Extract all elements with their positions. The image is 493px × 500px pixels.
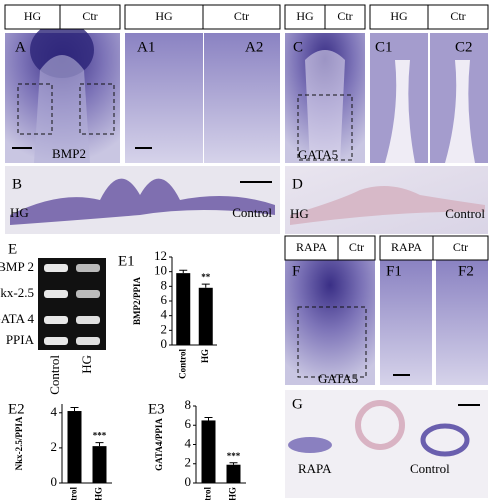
- header-right: Ctr: [337, 9, 352, 23]
- annotation: Control: [410, 461, 450, 476]
- micrographs: [5, 22, 488, 498]
- annotation: HG: [290, 206, 309, 221]
- panel-label: A2: [245, 39, 263, 55]
- significance: ***: [93, 431, 107, 441]
- bar: [176, 273, 191, 345]
- y-tick-label: 2: [185, 455, 192, 470]
- header-box: [379, 235, 489, 261]
- y-tick-label: 4: [161, 307, 168, 322]
- panel-label: E3: [148, 401, 165, 417]
- panel-label: A1: [137, 39, 155, 55]
- panel-label: C1: [375, 39, 393, 55]
- panel-label: F2: [458, 263, 474, 279]
- y-axis-label: BMP2/PPIA: [132, 277, 142, 325]
- x-tick-label: Control: [203, 487, 213, 500]
- header-left: HG: [24, 9, 42, 23]
- gel-band: [76, 337, 100, 345]
- panel-label: F1: [386, 263, 402, 279]
- panel-label: B: [12, 176, 22, 192]
- annotation: Control: [445, 206, 485, 221]
- y-tick-label: 8: [161, 277, 168, 292]
- error-bar: [95, 442, 104, 447]
- significance: **: [201, 272, 211, 282]
- annotation: GATA5: [318, 371, 358, 386]
- header-left: HG: [296, 9, 314, 23]
- bar: [198, 287, 213, 345]
- x-tick-label: HG: [228, 487, 238, 500]
- y-tick-label: 6: [185, 416, 192, 431]
- y-tick-label: 10: [154, 263, 167, 278]
- gel-row-label: GATA 4: [0, 311, 35, 326]
- header-box: [369, 4, 489, 30]
- annotation: HG: [10, 205, 29, 220]
- x-tick-label: HG: [94, 487, 104, 500]
- gel-band: [76, 290, 100, 298]
- header-right: Ctr: [453, 240, 468, 254]
- gel-band: [44, 316, 68, 324]
- significance: ***: [227, 451, 241, 461]
- bar: [67, 411, 82, 483]
- gel-row-label: BMP 2: [0, 259, 34, 274]
- y-tick-label: 2: [51, 439, 58, 454]
- error-bar: [229, 462, 238, 465]
- gel-row-label: PPIA: [6, 332, 35, 347]
- panel-label: E: [8, 241, 17, 257]
- annotation: BMP2: [52, 146, 86, 161]
- header-left: HG: [155, 9, 173, 23]
- y-tick-label: 4: [51, 404, 58, 419]
- gel: [38, 258, 106, 350]
- error-bar: [204, 417, 213, 421]
- gel-band: [44, 264, 68, 272]
- annotation: GATA5: [298, 147, 338, 162]
- error-bar: [179, 269, 188, 274]
- panel-label: C2: [455, 39, 473, 55]
- error-bar: [201, 283, 210, 288]
- y-tick-label: 6: [161, 292, 168, 307]
- gel-row-label: Nkx-2.5: [0, 285, 34, 300]
- error-bar: [70, 407, 79, 412]
- y-tick-label: 4: [185, 435, 192, 450]
- gel-lane-label: HG: [79, 355, 94, 374]
- panel-label: E1: [118, 253, 135, 269]
- header-left: RAPA: [296, 240, 327, 254]
- panel-label: D: [292, 176, 303, 192]
- y-tick-label: 0: [51, 474, 58, 489]
- panel-label: E2: [8, 401, 25, 417]
- annotation: RAPA: [298, 461, 332, 476]
- panel-label: A: [15, 39, 26, 55]
- bar: [92, 446, 107, 483]
- x-tick-label: Control: [69, 487, 79, 500]
- header-left: RAPA: [391, 240, 422, 254]
- annotation: Control: [232, 205, 272, 220]
- y-axis-label: Nkx-2.5/PPIA: [14, 416, 24, 470]
- panel-label: C: [293, 39, 303, 55]
- header-right: Ctr: [82, 9, 97, 23]
- y-tick-label: 8: [185, 397, 192, 412]
- x-tick-label: HG: [200, 349, 210, 363]
- header-box: [4, 4, 121, 30]
- header-left: HG: [390, 9, 408, 23]
- panel-label: G: [292, 396, 303, 412]
- y-tick-label: 0: [161, 336, 168, 351]
- y-tick-label: 2: [161, 321, 168, 336]
- bar: [201, 420, 216, 483]
- gel-band: [44, 290, 68, 298]
- gel-band: [76, 316, 100, 324]
- panel-label: F: [292, 263, 300, 279]
- header-box: [284, 235, 376, 261]
- gel-band: [44, 337, 68, 345]
- header-right: Ctr: [450, 9, 465, 23]
- header-right: Ctr: [349, 240, 364, 254]
- y-tick-label: 12: [154, 248, 167, 263]
- bar: [226, 464, 241, 483]
- header-right: Ctr: [234, 9, 249, 23]
- gel-lane-label: Control: [47, 355, 62, 395]
- gel-band: [76, 264, 100, 272]
- y-axis-label: GATA4/PPIA: [154, 418, 164, 471]
- x-tick-label: Control: [177, 349, 187, 379]
- y-tick-label: 0: [185, 474, 192, 489]
